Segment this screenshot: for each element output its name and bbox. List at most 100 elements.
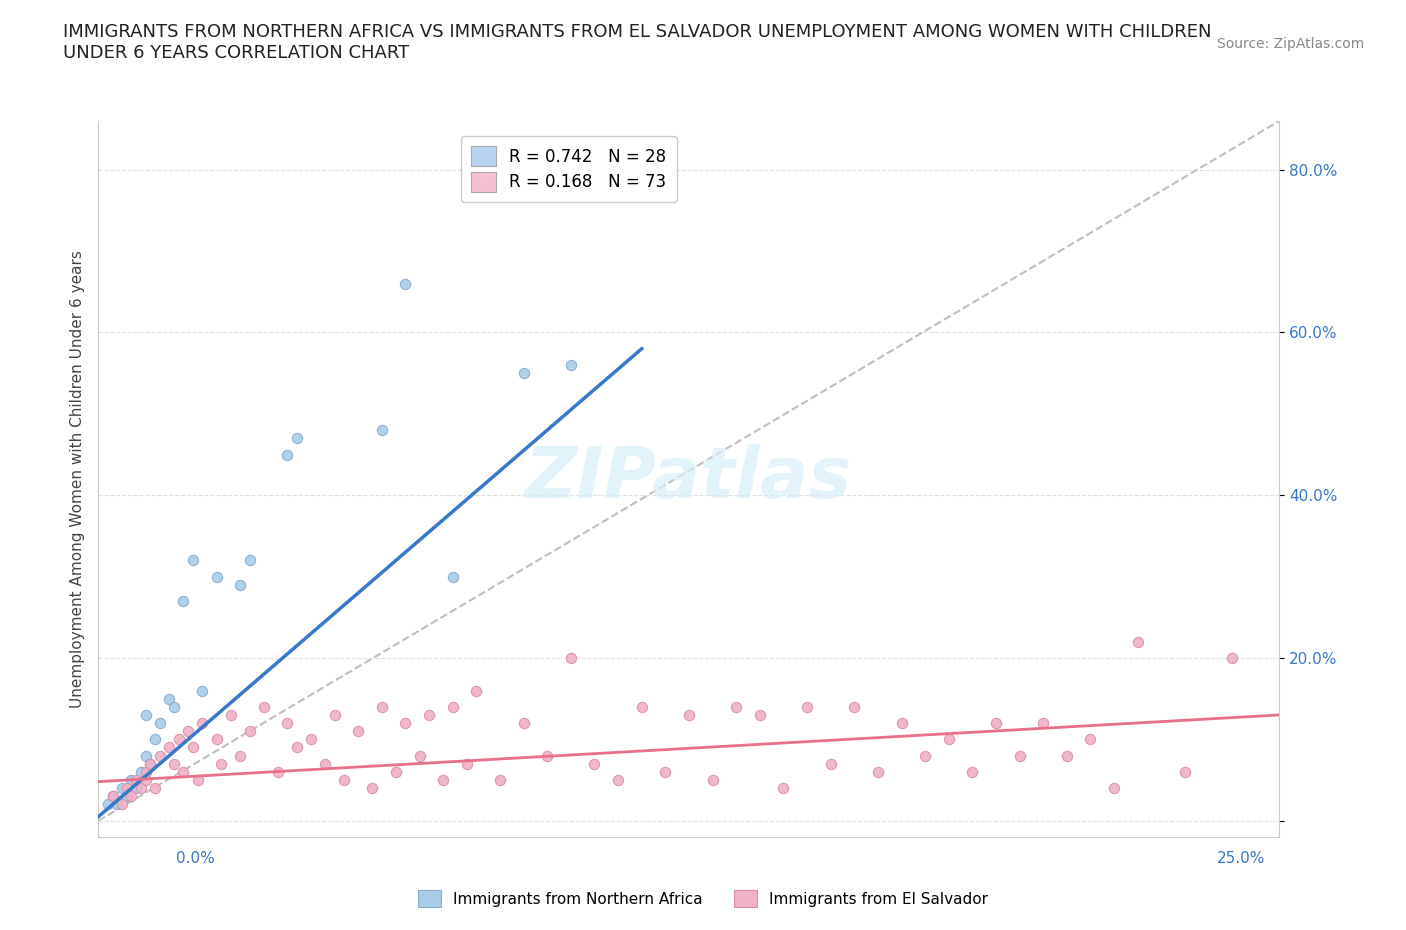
- Point: [129, 781, 152, 796]
- Point: [890, 716, 912, 731]
- Point: [394, 716, 416, 731]
- Point: [276, 447, 298, 462]
- Text: IMMIGRANTS FROM NORTHERN AFRICA VS IMMIGRANTS FROM EL SALVADOR UNEMPLOYMENT AMON: IMMIGRANTS FROM NORTHERN AFRICA VS IMMIG…: [63, 23, 1212, 62]
- Point: [962, 764, 984, 779]
- Point: [135, 708, 157, 723]
- Point: [115, 789, 138, 804]
- Point: [512, 365, 534, 380]
- Point: [748, 708, 770, 723]
- Point: [172, 764, 194, 779]
- Point: [209, 756, 232, 771]
- Point: [172, 593, 194, 608]
- Point: [285, 431, 308, 445]
- Point: [187, 773, 209, 788]
- Point: [796, 699, 818, 714]
- Point: [143, 732, 166, 747]
- Point: [560, 651, 582, 666]
- Point: [607, 773, 630, 788]
- Point: [702, 773, 724, 788]
- Point: [371, 699, 394, 714]
- Point: [536, 748, 558, 763]
- Point: [1008, 748, 1031, 763]
- Point: [157, 740, 180, 755]
- Point: [139, 756, 162, 771]
- Point: [844, 699, 866, 714]
- Point: [205, 732, 228, 747]
- Point: [456, 756, 478, 771]
- Point: [181, 552, 204, 567]
- Point: [191, 716, 214, 731]
- Point: [135, 773, 157, 788]
- Point: [157, 691, 180, 706]
- Point: [1126, 634, 1149, 649]
- Point: [239, 724, 262, 738]
- Point: [253, 699, 276, 714]
- Point: [97, 797, 120, 812]
- Text: Source: ZipAtlas.com: Source: ZipAtlas.com: [1216, 37, 1364, 51]
- Y-axis label: Unemployment Among Women with Children Under 6 years: Unemployment Among Women with Children U…: [69, 250, 84, 708]
- Point: [432, 773, 454, 788]
- Point: [465, 683, 488, 698]
- Point: [418, 708, 440, 723]
- Point: [394, 276, 416, 291]
- Point: [371, 422, 394, 438]
- Point: [408, 748, 430, 763]
- Point: [938, 732, 960, 747]
- Point: [191, 683, 214, 698]
- Point: [1032, 716, 1054, 731]
- Point: [149, 716, 172, 731]
- Point: [1056, 748, 1078, 763]
- Point: [361, 781, 384, 796]
- Point: [143, 781, 166, 796]
- Point: [654, 764, 676, 779]
- Point: [866, 764, 889, 779]
- Text: 25.0%: 25.0%: [1218, 851, 1265, 866]
- Point: [181, 740, 204, 755]
- Point: [314, 756, 336, 771]
- Point: [111, 781, 134, 796]
- Point: [678, 708, 700, 723]
- Point: [914, 748, 936, 763]
- Point: [163, 756, 186, 771]
- Point: [583, 756, 606, 771]
- Point: [135, 764, 157, 779]
- Point: [111, 797, 134, 812]
- Point: [1174, 764, 1197, 779]
- Point: [149, 748, 172, 763]
- Point: [205, 569, 228, 584]
- Point: [385, 764, 408, 779]
- Point: [489, 773, 512, 788]
- Point: [267, 764, 290, 779]
- Point: [1220, 651, 1243, 666]
- Point: [125, 773, 148, 788]
- Point: [347, 724, 370, 738]
- Point: [125, 781, 148, 796]
- Point: [1102, 781, 1125, 796]
- Point: [323, 708, 346, 723]
- Point: [560, 357, 582, 372]
- Point: [101, 789, 124, 804]
- Point: [167, 732, 190, 747]
- Point: [229, 748, 252, 763]
- Point: [135, 748, 157, 763]
- Point: [772, 781, 794, 796]
- Point: [115, 781, 138, 796]
- Point: [1080, 732, 1102, 747]
- Point: [285, 740, 308, 755]
- Point: [219, 708, 242, 723]
- Point: [820, 756, 842, 771]
- Point: [163, 699, 186, 714]
- Point: [333, 773, 356, 788]
- Point: [299, 732, 322, 747]
- Point: [129, 764, 152, 779]
- Point: [177, 724, 200, 738]
- Point: [630, 699, 652, 714]
- Point: [101, 789, 124, 804]
- Point: [229, 578, 252, 592]
- Point: [725, 699, 748, 714]
- Point: [512, 716, 534, 731]
- Point: [139, 756, 162, 771]
- Legend: Immigrants from Northern Africa, Immigrants from El Salvador: Immigrants from Northern Africa, Immigra…: [412, 884, 994, 913]
- Legend: R = 0.742   N = 28, R = 0.168   N = 73: R = 0.742 N = 28, R = 0.168 N = 73: [461, 137, 676, 202]
- Point: [984, 716, 1007, 731]
